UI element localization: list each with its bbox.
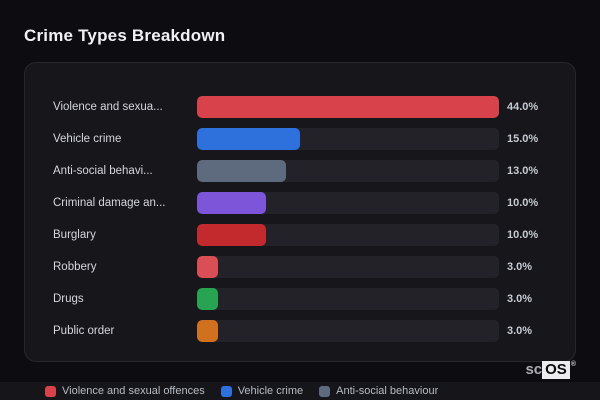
legend-item-vehicle-crime[interactable]: Vehicle crime [220, 385, 304, 397]
chart-row: Anti-social behavi... 13.0% [53, 160, 547, 182]
category-label: Drugs [53, 293, 84, 305]
bar [197, 96, 499, 118]
bar [197, 160, 287, 182]
bar-track [197, 224, 499, 246]
registered-trademark-icon: ® [570, 361, 576, 368]
legend-item-violence[interactable]: Violence and sexual offences [45, 385, 205, 397]
category-label: Robbery [53, 261, 97, 273]
bar-track [197, 320, 499, 342]
value-label: 3.0% [507, 293, 533, 305]
watermark-brand: OS [542, 361, 570, 379]
bar-track [197, 288, 499, 310]
legend-swatch-icon [220, 385, 232, 397]
chart-row: Criminal damage an... 10.0% [53, 192, 547, 214]
category-label: Public order [53, 325, 115, 337]
chart-row: Burglary 10.0% [53, 224, 547, 246]
chart-row: Violence and sexua... 44.0% [53, 96, 547, 118]
scos-watermark: sc OS ® [525, 361, 576, 379]
bar [197, 224, 266, 246]
category-label: Burglary [53, 229, 96, 241]
chart-legend: Violence and sexual offences Vehicle cri… [0, 382, 600, 400]
chart-row: Drugs 3.0% [53, 288, 547, 310]
bar-track [197, 192, 499, 214]
bar [197, 256, 218, 278]
value-label: 13.0% [507, 165, 539, 177]
chart-row: Vehicle crime 15.0% [53, 128, 547, 150]
page-title: Crime Types Breakdown [24, 26, 226, 45]
legend-item-anti-social[interactable]: Anti-social behaviour [319, 385, 438, 397]
category-label: Violence and sexua... [53, 101, 163, 113]
value-label: 15.0% [507, 133, 539, 145]
chart-card: Violence and sexua... 44.0% Vehicle crim… [24, 62, 576, 362]
legend-swatch-icon [319, 385, 331, 397]
value-label: 3.0% [507, 325, 533, 337]
legend-label: Vehicle crime [237, 385, 304, 397]
legend-swatch-icon [45, 385, 56, 397]
bar [197, 192, 266, 214]
category-label: Criminal damage an... [53, 197, 166, 209]
bar-track [197, 128, 499, 150]
bar-track [197, 256, 499, 278]
watermark-prefix: sc [525, 361, 543, 378]
value-label: 10.0% [507, 197, 539, 209]
bar [197, 128, 300, 150]
legend-label: Violence and sexual offences [62, 385, 205, 397]
chart-row: Public order 3.0% [53, 320, 547, 342]
category-label: Anti-social behavi... [53, 165, 153, 177]
value-label: 3.0% [507, 261, 533, 273]
chart-row: Robbery 3.0% [53, 256, 547, 278]
category-label: Vehicle crime [53, 133, 122, 145]
bar-track [197, 96, 499, 118]
bar-track [197, 160, 499, 182]
legend-label: Anti-social behaviour [336, 385, 439, 397]
bar [197, 320, 218, 342]
bar [197, 288, 218, 310]
value-label: 44.0% [507, 101, 539, 113]
value-label: 10.0% [507, 229, 539, 241]
